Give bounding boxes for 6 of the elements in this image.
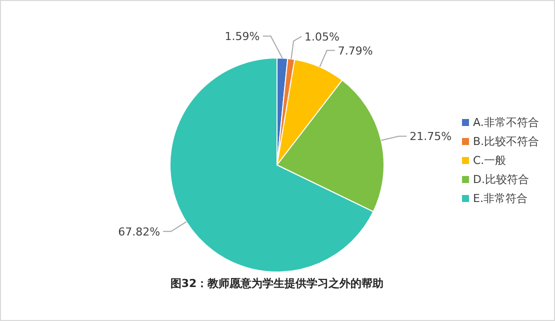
text: 图32：教师愿意为学生提供学习之外的帮助 (170, 277, 384, 290)
legend-label: C.一般 (473, 154, 506, 167)
legend-label: B.比较不符合 (473, 135, 540, 148)
legend-label: E.非常符合 (473, 192, 528, 205)
legend-label: A.非常不符合 (473, 116, 539, 129)
legend-label: D.比较符合 (473, 173, 529, 186)
